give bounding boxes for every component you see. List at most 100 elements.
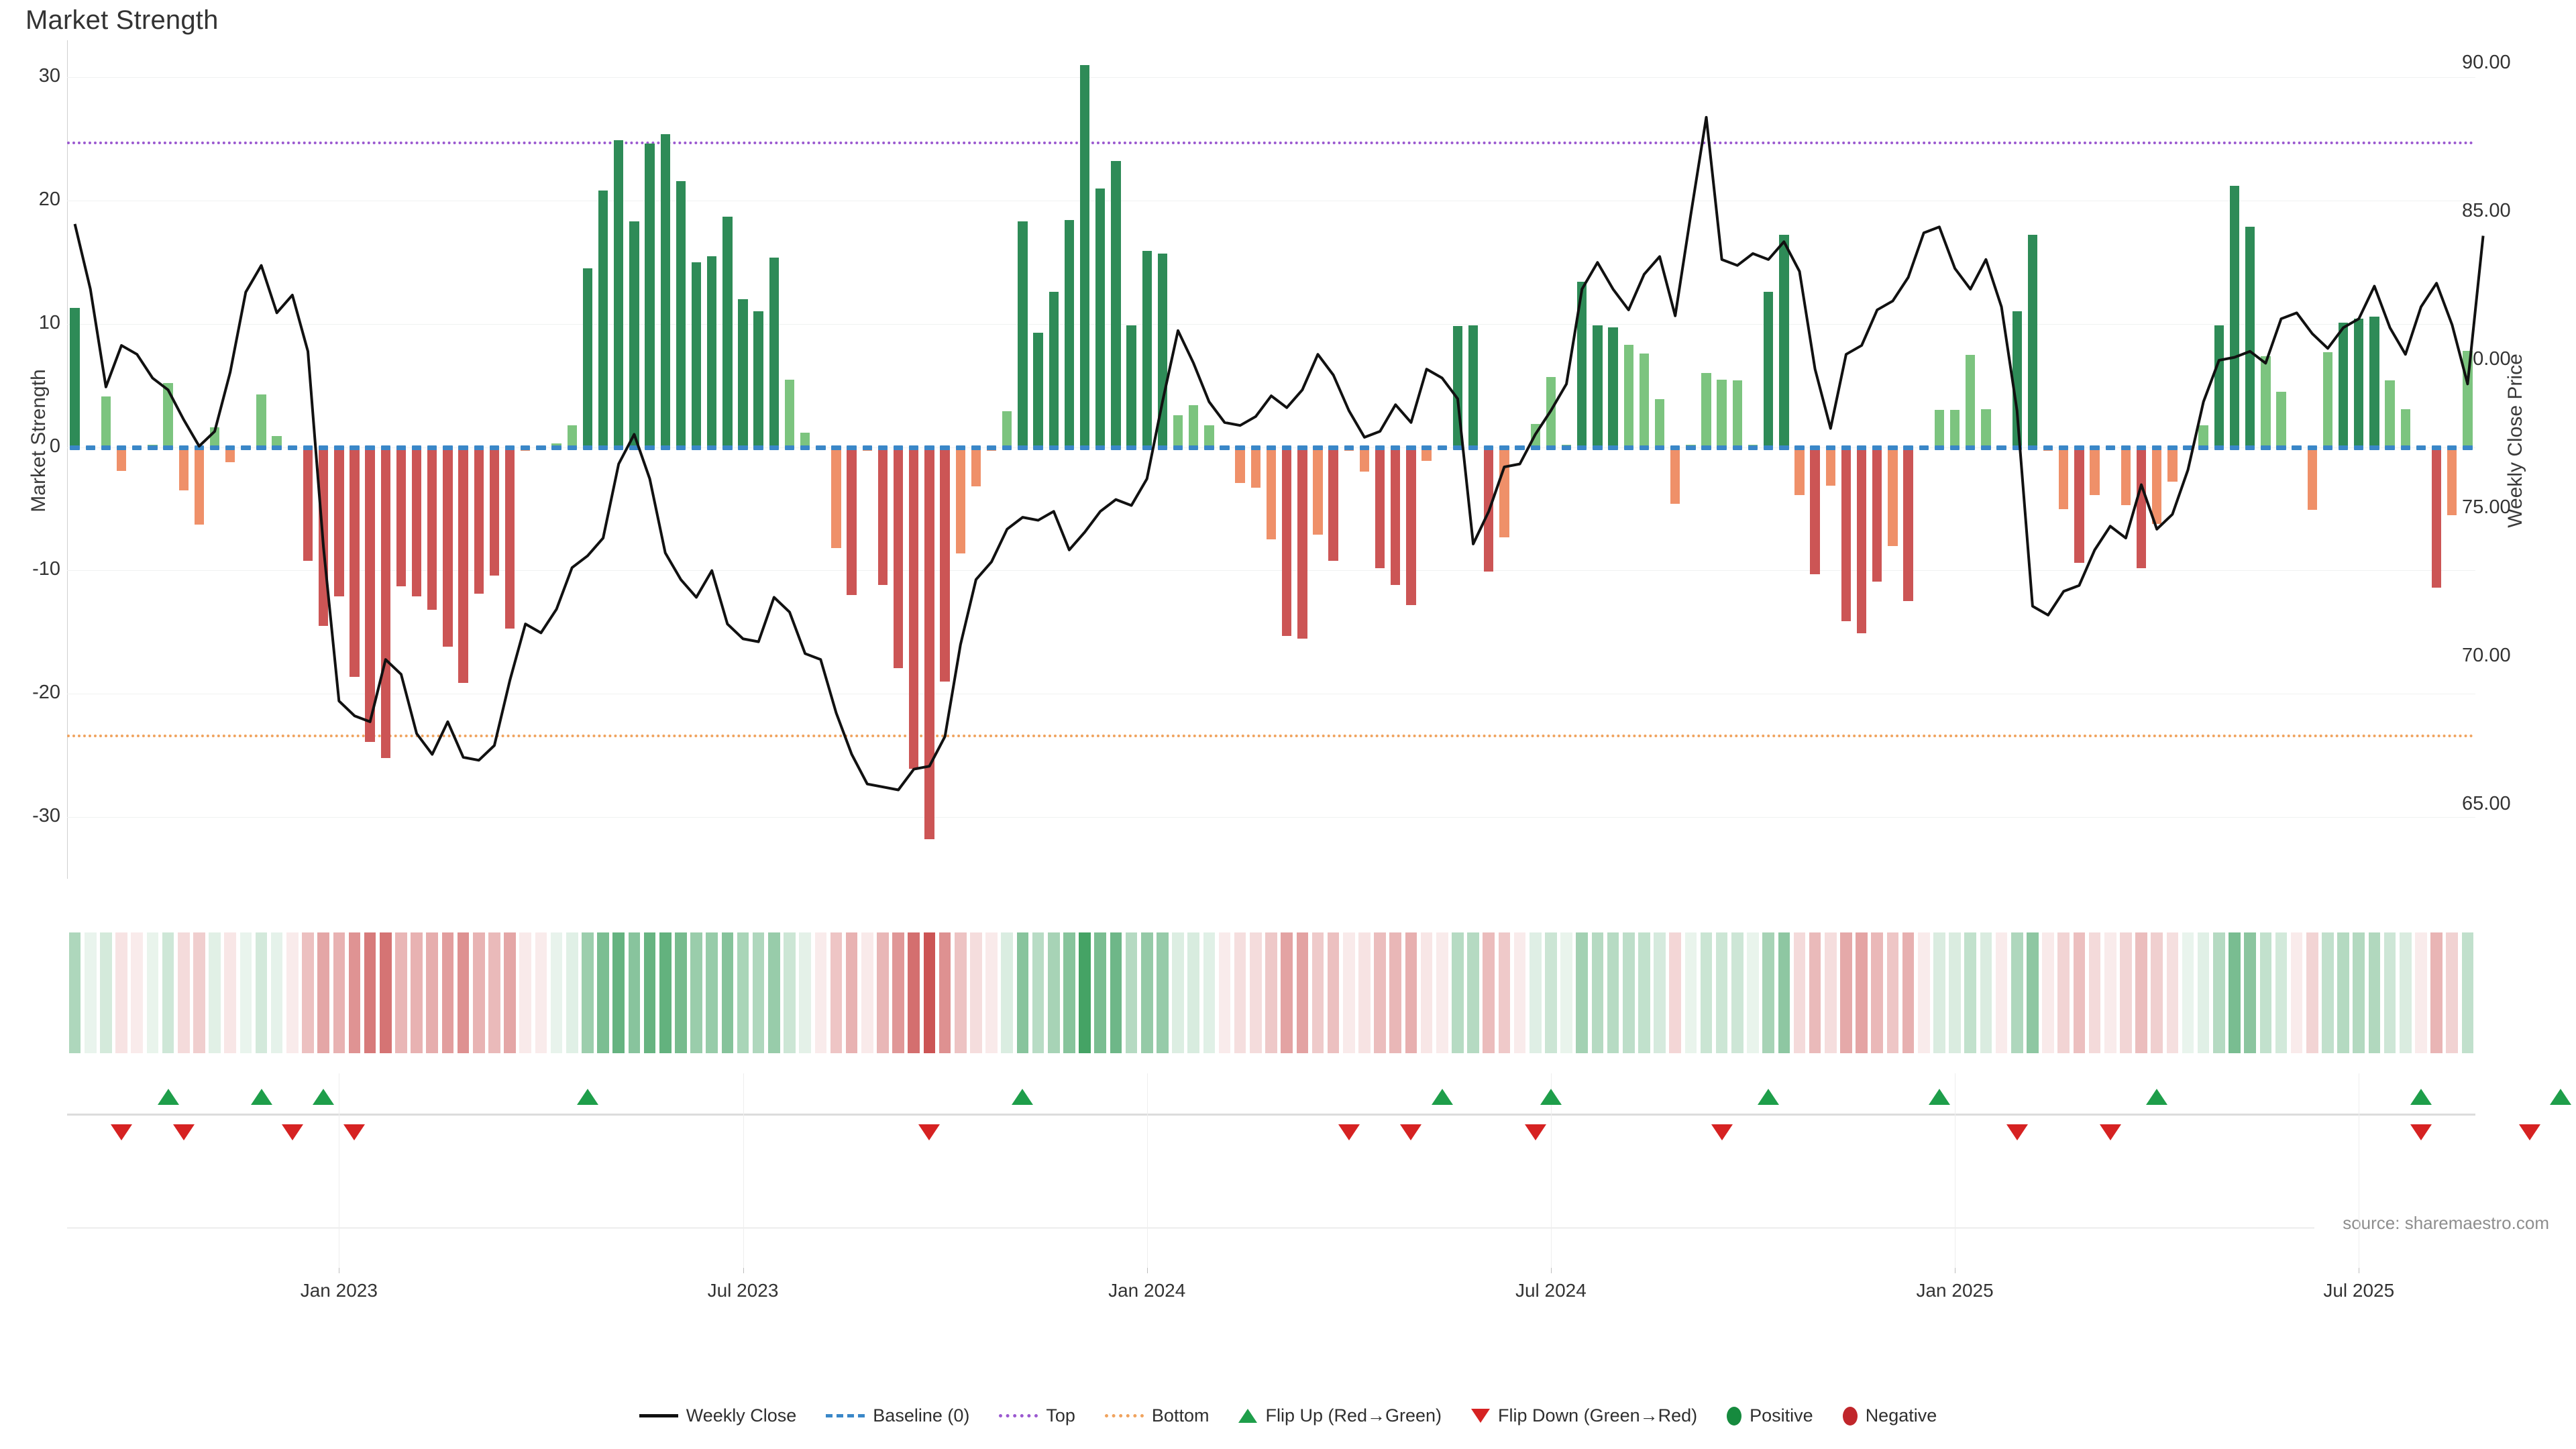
baseline-segment bbox=[940, 445, 950, 450]
strength-bar bbox=[1763, 292, 1774, 447]
baseline-segment bbox=[1966, 445, 1976, 450]
strength-bar bbox=[1732, 380, 1743, 447]
baseline-segment bbox=[1421, 445, 1432, 450]
heatmap-cell bbox=[1513, 932, 1526, 1053]
legend-item[interactable]: Bottom bbox=[1104, 1405, 1209, 1426]
baseline-segment bbox=[1623, 445, 1633, 450]
strength-bar bbox=[2322, 352, 2333, 447]
legend-label: Positive bbox=[1750, 1405, 1813, 1426]
heatmap-cell bbox=[1607, 932, 1619, 1053]
heatmap-cell bbox=[504, 932, 516, 1053]
strength-bar bbox=[1872, 447, 1882, 582]
heatmap-cell bbox=[2399, 932, 2412, 1053]
x-gridline bbox=[1146, 1073, 1148, 1268]
baseline-segment bbox=[2121, 445, 2131, 450]
heatmap-cell bbox=[1622, 932, 1635, 1053]
strength-bar bbox=[504, 447, 515, 629]
baseline-segment bbox=[1250, 445, 1261, 450]
top-reference-line bbox=[67, 141, 2475, 144]
legend-item[interactable]: Top bbox=[999, 1405, 1075, 1426]
strength-bar bbox=[1608, 327, 1618, 447]
flip-up-marker-icon bbox=[2550, 1089, 2572, 1105]
legend-item[interactable]: Flip Down (Green→Red) bbox=[1471, 1405, 1697, 1426]
heatmap-cell bbox=[1467, 932, 1479, 1053]
strength-bar bbox=[784, 379, 795, 447]
strength-bar bbox=[1157, 254, 1168, 447]
heatmap-cell bbox=[1063, 932, 1075, 1053]
strength-bar bbox=[1966, 354, 1976, 447]
heatmap-cell bbox=[1793, 932, 1806, 1053]
baseline-segment bbox=[1297, 445, 1307, 450]
x-axis-tick-label: Jul 2024 bbox=[1515, 1280, 1587, 1301]
baseline-segment bbox=[1313, 445, 1323, 450]
baseline-segment bbox=[2354, 445, 2364, 450]
strength-heatmap-strip bbox=[67, 932, 2475, 1053]
heatmap-cell bbox=[2368, 932, 2381, 1053]
legend-item[interactable]: Negative bbox=[1842, 1405, 1937, 1426]
heatmap-cell bbox=[861, 932, 873, 1053]
heatmap-cell bbox=[1452, 932, 1464, 1053]
legend-item[interactable]: Baseline (0) bbox=[826, 1405, 969, 1426]
heatmap-cell bbox=[1700, 932, 1713, 1053]
y-axis-right-tick: 70.00 bbox=[2462, 644, 2511, 666]
heatmap-cell bbox=[348, 932, 361, 1053]
heatmap-cell bbox=[2027, 932, 2039, 1053]
baseline-segment bbox=[1328, 445, 1338, 450]
heatmap-cell bbox=[426, 932, 439, 1053]
heatmap-cell bbox=[1560, 932, 1572, 1053]
strength-bar bbox=[1359, 447, 1370, 472]
heatmap-cell bbox=[146, 932, 159, 1053]
baseline-segment bbox=[194, 445, 205, 450]
x-gridline bbox=[743, 1073, 744, 1268]
baseline-segment bbox=[2152, 445, 2162, 450]
baseline-segment bbox=[2027, 445, 2038, 450]
legend-label: Baseline (0) bbox=[873, 1405, 970, 1426]
legend-swatch-dot-icon bbox=[1727, 1406, 1742, 1426]
baseline-segment bbox=[256, 445, 266, 450]
baseline-segment bbox=[660, 445, 670, 450]
strength-bar bbox=[1981, 409, 1991, 447]
baseline-segment bbox=[986, 445, 997, 450]
heatmap-cell bbox=[768, 932, 780, 1053]
strength-bar bbox=[101, 396, 111, 447]
heatmap-cell bbox=[2290, 932, 2303, 1053]
strength-bar bbox=[1189, 405, 1199, 447]
baseline-segment bbox=[955, 445, 965, 450]
strength-bar bbox=[1701, 373, 1711, 447]
heatmap-cell bbox=[706, 932, 718, 1053]
strength-bar bbox=[645, 144, 655, 447]
strength-bar bbox=[2400, 409, 2410, 447]
legend-item[interactable]: Weekly Close bbox=[639, 1405, 796, 1426]
baseline-segment bbox=[2431, 445, 2442, 450]
legend-item[interactable]: Positive bbox=[1727, 1405, 1813, 1426]
baseline-segment bbox=[443, 445, 453, 450]
baseline-segment bbox=[1002, 445, 1012, 450]
baseline-segment bbox=[707, 445, 717, 450]
legend-item[interactable]: Flip Up (Red→Green) bbox=[1238, 1405, 1442, 1426]
baseline-segment bbox=[2307, 445, 2317, 450]
heatmap-cell bbox=[1871, 932, 1884, 1053]
strength-bar bbox=[2261, 356, 2271, 447]
heatmap-cell bbox=[131, 932, 144, 1053]
heatmap-cell bbox=[2135, 932, 2147, 1053]
strength-bar bbox=[443, 447, 453, 647]
baseline-segment bbox=[2183, 445, 2193, 450]
heatmap-cell bbox=[954, 932, 967, 1053]
legend-label: Flip Up (Red→Green) bbox=[1265, 1405, 1442, 1426]
heatmap-cell bbox=[1949, 932, 1961, 1053]
strength-bar bbox=[676, 180, 686, 447]
heatmap-cell bbox=[814, 932, 827, 1053]
heatmap-cell bbox=[2244, 932, 2256, 1053]
heatmap-cell bbox=[2088, 932, 2101, 1053]
heatmap-cell bbox=[1731, 932, 1743, 1053]
heatmap-cell bbox=[1902, 932, 1915, 1053]
strength-bar bbox=[350, 447, 360, 677]
heatmap-cell bbox=[1809, 932, 1821, 1053]
baseline-segment bbox=[2322, 445, 2333, 450]
heatmap-cell bbox=[1374, 932, 1386, 1053]
heatmap-cell bbox=[737, 932, 749, 1053]
heatmap-cell bbox=[970, 932, 982, 1053]
heatmap-cell bbox=[2229, 932, 2241, 1053]
baseline-segment bbox=[1903, 445, 1913, 450]
strength-bar bbox=[2385, 380, 2395, 447]
